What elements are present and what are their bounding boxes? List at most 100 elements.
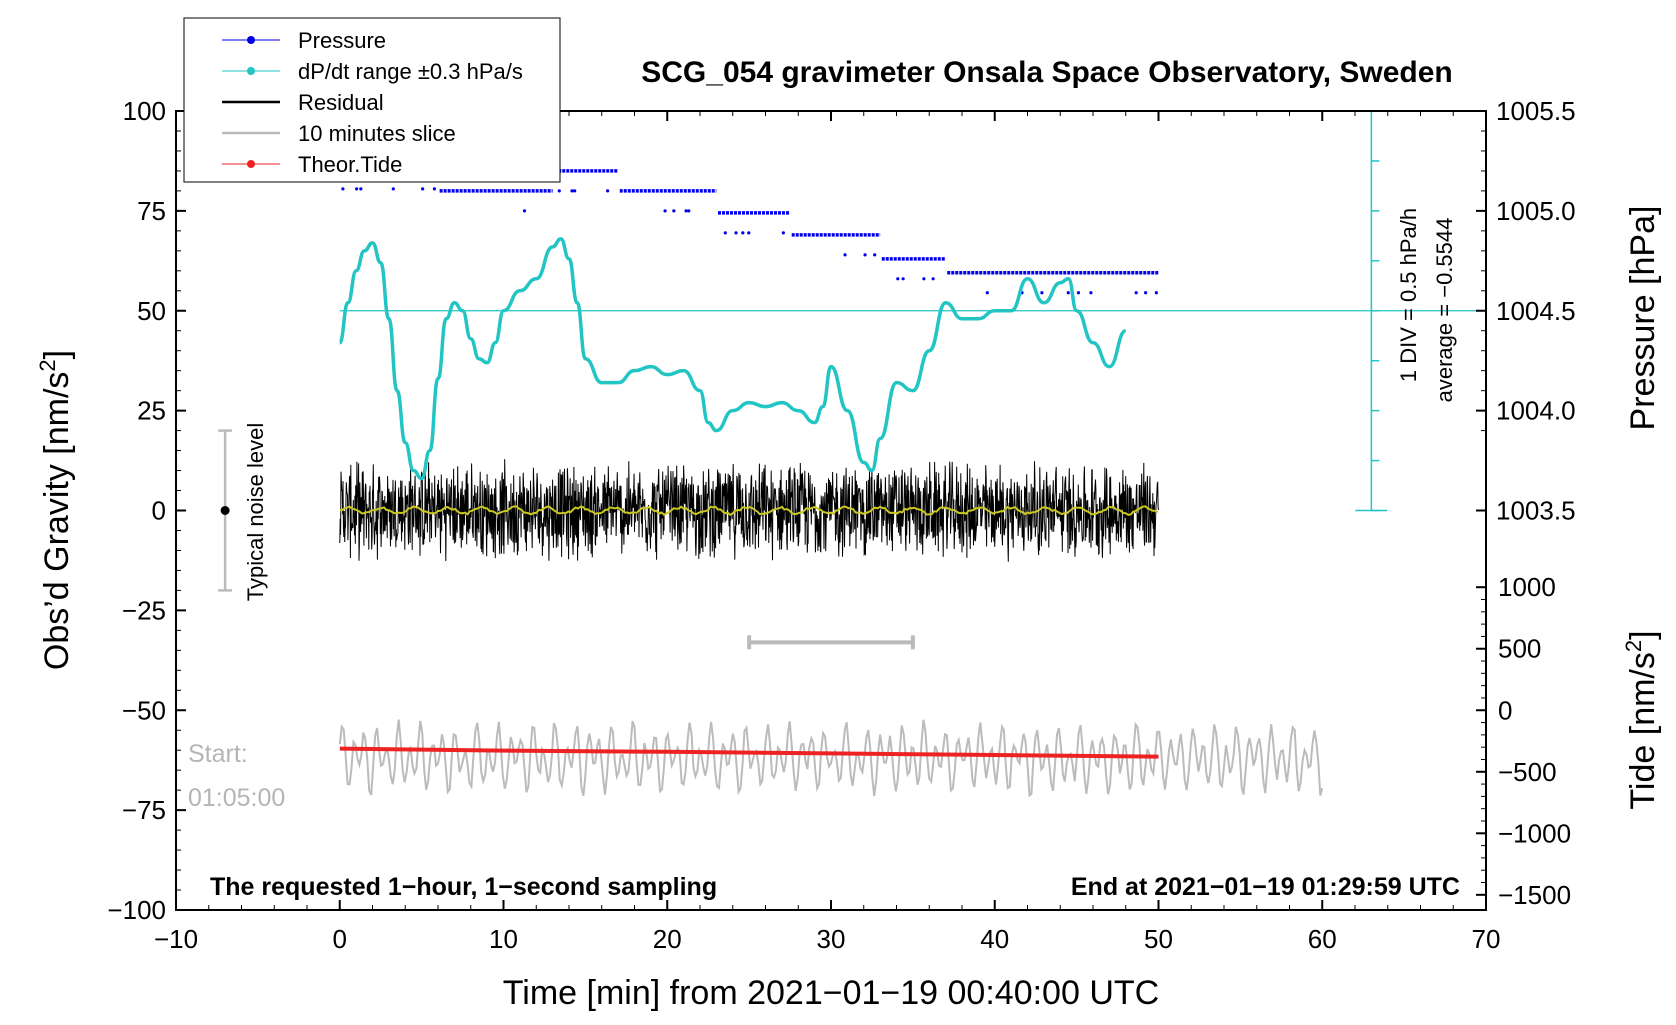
- pressure-tick-label: 1004.0: [1496, 396, 1576, 426]
- div-label: 1 DIV = 0.5 hPa/h: [1396, 208, 1421, 382]
- pressure-dot: [1066, 291, 1070, 295]
- legend-dot: [247, 67, 255, 75]
- tide-layer: [339, 746, 1159, 759]
- pressure-dot: [663, 209, 667, 213]
- legend-dot: [247, 160, 255, 168]
- dpdt-layer: [338, 110, 1486, 512]
- x-tick-label: 50: [1144, 924, 1173, 954]
- pressure-dot: [922, 277, 926, 281]
- y-axis-title: Obs’d Gravity [nm/s2]: [35, 350, 76, 670]
- y-tick-label: 75: [137, 196, 166, 226]
- pressure-dot: [931, 277, 935, 281]
- pressure-tick-label: 1003.5: [1496, 496, 1576, 526]
- pressure-dot: [570, 189, 574, 193]
- pressure-dot: [1134, 291, 1138, 295]
- y-tick-label: −25: [122, 595, 166, 625]
- x-axis-ticks: −10 0 10 20 30 40 50 60 70: [154, 111, 1501, 954]
- y-axis-title-tail: ]: [38, 350, 76, 359]
- y-tick-label: −50: [122, 695, 166, 725]
- y-tick-label: 0: [152, 496, 166, 526]
- tide-axis-title: Tide [nm/s2]: [1621, 630, 1662, 809]
- y-tick-label: −100: [107, 895, 166, 925]
- residual-layer: [339, 459, 1159, 562]
- pressure-dot: [734, 231, 738, 235]
- tide-tick-label: −1000: [1498, 818, 1571, 848]
- pressure-dot: [391, 187, 395, 191]
- residual-smoothed-line: [339, 505, 1159, 517]
- average-label: average = −0.5544: [1432, 218, 1457, 403]
- x-tick-label: 20: [653, 924, 682, 954]
- legend: Pressure dP/dt range ±0.3 hPa/s Residual 10…: [183, 17, 561, 183]
- x-tick-label: 30: [817, 924, 846, 954]
- tide-tick-label: 0: [1498, 695, 1512, 725]
- legend-label: Theor.Tide: [298, 152, 402, 177]
- residual-line: [339, 459, 1159, 562]
- legend-label: Residual: [298, 90, 384, 115]
- bottom-left-note: The requested 1−hour, 1−second sampling: [210, 873, 717, 901]
- y-tick-label: −75: [122, 795, 166, 825]
- pressure-tick-label: 1004.5: [1496, 296, 1576, 326]
- pressure-axis-ticks: 1005.5 1005.0 1004.5 1004.0 1003.5: [1476, 96, 1576, 526]
- pressure-dot: [1089, 291, 1093, 295]
- legend-label: 10 minutes slice: [298, 121, 456, 146]
- tide-tick-label: 1000: [1498, 572, 1556, 602]
- dpdt-line: [338, 237, 1127, 481]
- noise-center-dot: [220, 506, 230, 515]
- pressure-dot: [684, 209, 688, 213]
- pressure-dot: [896, 277, 900, 281]
- pressure-dot: [672, 209, 676, 213]
- pressure-dot: [355, 187, 359, 191]
- pressure-dot: [557, 189, 561, 193]
- chart-title: SCG_054 gravimeter Onsala Space Observat…: [641, 56, 1453, 89]
- x-tick-label: 10: [489, 924, 518, 954]
- pressure-dot: [1154, 291, 1158, 295]
- pressure-dot: [1076, 291, 1081, 295]
- x-tick-label: 60: [1308, 924, 1337, 954]
- legend-label: dP/dt range ±0.3 hPa/s: [298, 59, 523, 84]
- pressure-dot: [432, 187, 437, 191]
- pressure-tick-label: 1005.0: [1496, 196, 1576, 226]
- x-tick-label: 40: [980, 924, 1009, 954]
- noise-level-label: Typical noise level: [243, 423, 268, 602]
- legend-label: Pressure: [298, 28, 386, 53]
- pressure-dot: [741, 231, 745, 235]
- pressure-dot: [843, 253, 847, 257]
- pressure-dot: [359, 187, 363, 191]
- y-axis-title-main: Obs’d Gravity [nm/s: [38, 372, 76, 671]
- pressure-dot: [781, 231, 785, 235]
- tide-axis-title-tail: ]: [1624, 630, 1662, 639]
- start-label: Start:: [188, 740, 248, 768]
- pressure-dot: [1144, 291, 1148, 295]
- pressure-dot: [687, 209, 691, 213]
- pressure-dot: [1040, 291, 1044, 295]
- bottom-right-note: End at 2021−01−19 01:29:59 UTC: [1071, 873, 1460, 901]
- slice-line: [338, 719, 1324, 798]
- x-tick-label: 70: [1472, 924, 1501, 954]
- pressure-axis-title: Pressure [hPa]: [1624, 206, 1662, 431]
- pressure-dot: [747, 231, 751, 235]
- pressure-dot: [723, 231, 727, 235]
- y-tick-label: 25: [137, 396, 166, 426]
- y-tick-label: 50: [137, 296, 166, 326]
- tide-tick-label: −1500: [1498, 880, 1571, 910]
- y-axis-ticks: 100 75 50 25 0 −25 −50 −75 −100: [107, 96, 186, 925]
- tide-axis-title-sup: 2: [1621, 640, 1646, 652]
- y-tick-label: 100: [123, 96, 166, 126]
- pressure-dot: [522, 209, 527, 213]
- pressure-dot: [421, 187, 425, 191]
- pressure-dot: [985, 291, 989, 295]
- pressure-dot: [863, 253, 867, 257]
- annotation-layer: [218, 429, 915, 650]
- start-time: 01:05:00: [188, 784, 285, 812]
- tide-axis-title-main: Tide [nm/s: [1624, 652, 1662, 809]
- legend-box: [183, 17, 561, 183]
- pressure-dot: [901, 277, 905, 281]
- x-axis-title: Time [min] from 2021−01−19 00:40:00 UTC: [503, 974, 1159, 1012]
- legend-dot: [247, 36, 255, 44]
- pressure-tick-label: 1005.5: [1496, 96, 1576, 126]
- x-tick-label: −10: [154, 924, 198, 954]
- pressure-dot: [573, 189, 577, 193]
- tide-tick-label: 500: [1498, 634, 1541, 664]
- x-tick-label: 0: [333, 924, 347, 954]
